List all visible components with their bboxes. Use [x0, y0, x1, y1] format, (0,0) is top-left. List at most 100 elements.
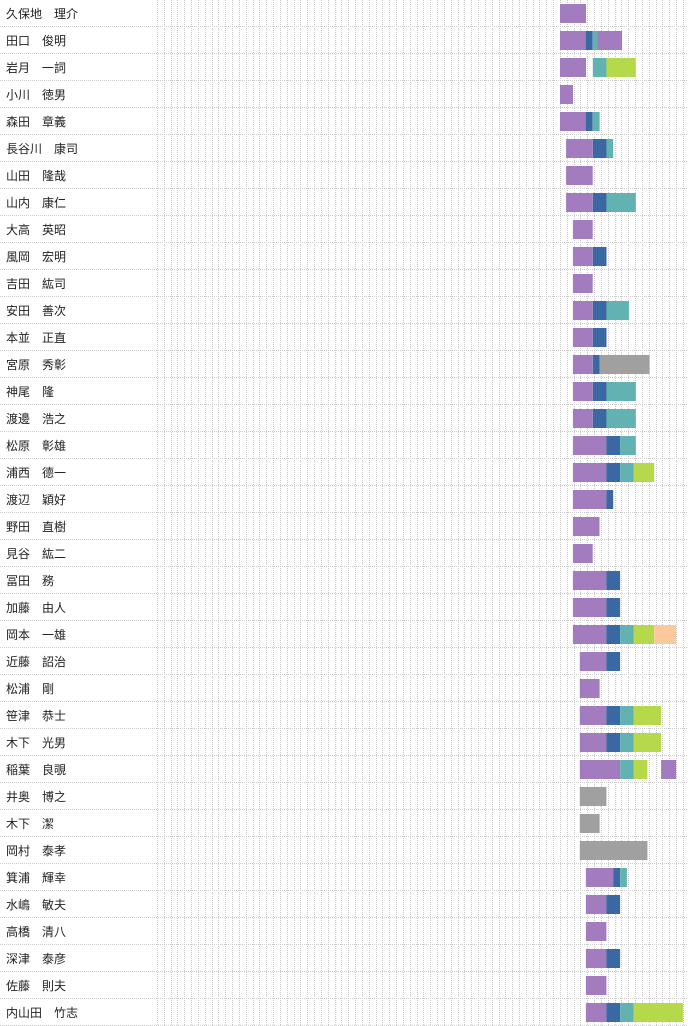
row-name-label: 岩月 一詞 — [6, 60, 66, 75]
row-name-label: 吉田 紘司 — [6, 276, 66, 291]
bar-segment — [606, 598, 621, 617]
row-name-label: 田口 俊明 — [6, 33, 66, 48]
bar-segment — [592, 355, 600, 374]
row-name-label: 稲葉 良覗 — [6, 762, 66, 777]
bar-segment — [606, 733, 621, 752]
bar-segment — [560, 4, 586, 23]
bar-segment — [572, 490, 607, 509]
row-name-label: 岡村 泰孝 — [6, 844, 66, 858]
bar-segment — [592, 58, 607, 77]
bar-segment — [585, 31, 593, 50]
row-name-label: 冨田 務 — [6, 574, 54, 588]
bar-segment — [572, 544, 593, 563]
row-name-label: 笹津 恭士 — [6, 709, 66, 723]
row-name-label: 大高 英昭 — [6, 222, 66, 237]
row-name-label: 森田 章義 — [6, 114, 66, 129]
row-name-label: 宮原 秀彰 — [6, 357, 66, 372]
bar-segment — [633, 1003, 683, 1022]
bar-segment — [620, 463, 634, 482]
bar-segment — [606, 706, 621, 725]
bar-segment — [572, 247, 593, 266]
row-name-label: 木下 光男 — [6, 736, 66, 750]
bar-segment — [661, 760, 677, 779]
bar-segment — [585, 949, 607, 968]
bar-segment — [572, 463, 607, 482]
bar-segment — [572, 328, 593, 347]
bar-segment — [592, 139, 607, 158]
bar-segment — [606, 193, 636, 212]
bar-segment — [620, 706, 634, 725]
bar-segment — [560, 85, 573, 104]
row-name-label: 深津 泰彦 — [6, 951, 66, 966]
row-name-label: 本並 正直 — [6, 331, 66, 345]
row-name-label: 木下 潔 — [6, 817, 54, 831]
bar-segment — [572, 517, 600, 536]
bar-segment — [579, 733, 607, 752]
bar-segment — [633, 625, 655, 644]
row-name-label: 松浦 剛 — [6, 682, 54, 696]
bar-segment — [606, 436, 621, 455]
bar-segment — [592, 247, 607, 266]
bar-segment — [585, 976, 607, 995]
row-name-label: 近藤 詔治 — [6, 654, 66, 669]
bar-segment — [613, 868, 620, 887]
bar-segment — [592, 409, 607, 428]
bar-segment — [620, 436, 636, 455]
bar-segment — [592, 382, 607, 401]
row-name-label: 見谷 紘二 — [6, 546, 66, 561]
bar-segment — [560, 112, 586, 131]
bar-segment — [585, 922, 607, 941]
bar-segment — [579, 760, 621, 779]
row-name-label: 松原 彰雄 — [6, 438, 66, 453]
bar-segment — [579, 652, 607, 671]
bar-segment — [606, 58, 636, 77]
bar-segment — [633, 706, 661, 725]
row-name-label: 風岡 宏明 — [6, 249, 66, 264]
bar-segment — [579, 814, 600, 833]
bar-segment — [606, 652, 621, 671]
bar-segment — [606, 409, 636, 428]
bar-segment — [620, 760, 634, 779]
row-name-label: 小川 徳男 — [6, 87, 66, 102]
bar-segment — [633, 760, 648, 779]
bar-segment — [560, 31, 586, 50]
bar-segment — [572, 355, 593, 374]
bar-segment — [560, 58, 586, 77]
bar-segment — [566, 166, 593, 185]
bar-segment — [572, 409, 593, 428]
bar-segment — [606, 949, 621, 968]
bar-segment — [620, 625, 634, 644]
row-name-label: 渡辺 穎好 — [6, 492, 66, 507]
bar-segment — [606, 139, 614, 158]
bar-segment — [585, 112, 593, 131]
bar-segment — [654, 625, 677, 644]
row-name-label: 野田 直樹 — [6, 520, 66, 534]
bar-segment — [620, 868, 627, 887]
bar-segment — [606, 382, 636, 401]
bar-segment — [606, 301, 629, 320]
bar-segment — [566, 193, 593, 212]
row-name-label: 高橋 清八 — [6, 924, 66, 939]
bar-segment — [606, 625, 621, 644]
bar-segments — [560, 4, 683, 1022]
row-name-label: 浦西 德一 — [6, 465, 66, 480]
bar-segment — [592, 193, 607, 212]
bar-segment — [620, 733, 634, 752]
bar-segment — [572, 382, 593, 401]
bar-segment — [620, 1003, 634, 1022]
row-name-label: 佐藤 則夫 — [6, 979, 66, 993]
bar-segment — [597, 31, 623, 50]
bar-segment — [566, 139, 593, 158]
row-name-label: 長谷川 康司 — [6, 141, 78, 156]
bar-segment — [572, 220, 593, 239]
row-name-label: 水嶋 敏夫 — [6, 897, 66, 912]
bar-segment — [572, 274, 593, 293]
row-name-label: 岡本 一雄 — [6, 627, 66, 642]
bar-segment — [585, 1003, 607, 1022]
bar-segment — [606, 1003, 621, 1022]
bar-segment — [592, 31, 598, 50]
bar-segment — [606, 490, 614, 509]
bar-segment — [572, 571, 607, 590]
bar-segment — [606, 895, 621, 914]
